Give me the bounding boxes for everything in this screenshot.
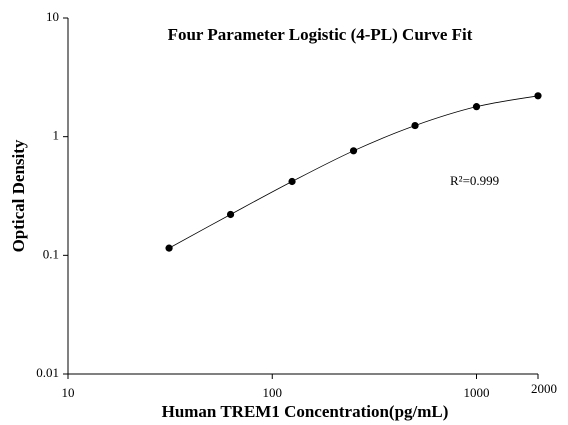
data-point <box>165 244 173 252</box>
y-tick-label: 1 <box>53 128 60 143</box>
data-point <box>472 103 481 111</box>
data-point <box>411 121 419 130</box>
y-tick-label: 0.1 <box>43 246 59 261</box>
data-point <box>349 147 358 155</box>
data-point <box>226 210 235 219</box>
y-axis-label: Optical Density <box>9 139 28 252</box>
annotation: R²=0.999 <box>450 173 499 188</box>
x-tick-label: 100 <box>263 385 283 400</box>
data-point <box>288 177 296 186</box>
x-axis-label: Human TREM1 Concentration(pg/mL) <box>162 402 449 421</box>
chart-title: Four Parameter Logistic (4-PL) Curve Fit <box>168 25 473 44</box>
x-tick-label: 2000 <box>531 381 557 396</box>
y-tick-label: 0.01 <box>36 365 59 380</box>
fit-curve <box>168 95 539 249</box>
x-tick-label: 1000 <box>464 385 490 400</box>
data-point <box>534 92 542 100</box>
x-tick-label: 10 <box>62 385 75 400</box>
y-tick-label: 10 <box>46 9 59 24</box>
